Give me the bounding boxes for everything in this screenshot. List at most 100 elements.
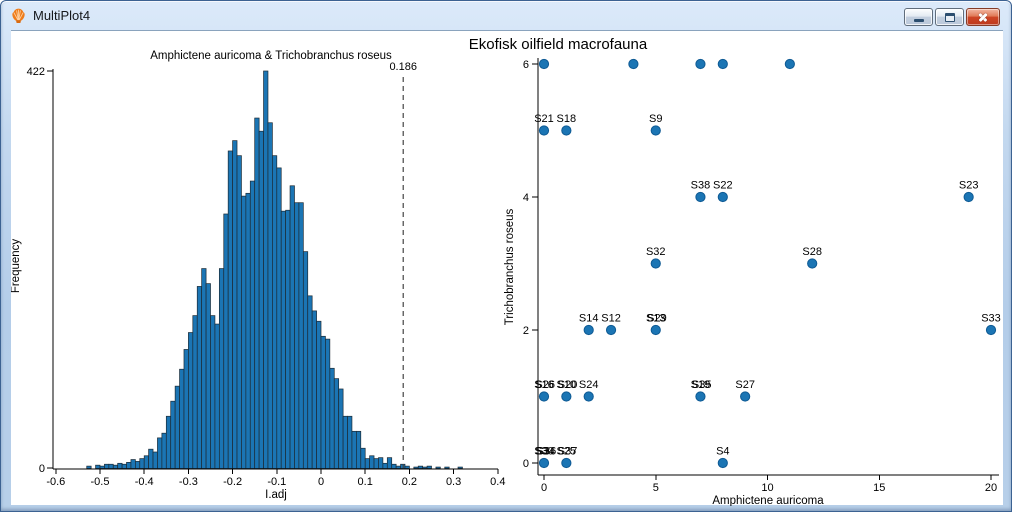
histogram-bar (285, 209, 291, 469)
histogram-bar (121, 463, 127, 469)
scatter-point (538, 58, 550, 70)
histogram-bar (214, 323, 220, 469)
plots-canvas: 0 422 -0.6 -0.5 -0.4 -0.3 -0.2 -0.1 0 0.1 0.2 0.3 0.… (10, 50, 1001, 507)
histogram-bar (311, 310, 317, 469)
histogram-bar (386, 457, 393, 469)
scatter-point (583, 324, 594, 336)
histogram-bar (117, 462, 123, 469)
scatter-point-label: S20 (558, 379, 578, 391)
histogram-bar (298, 202, 304, 469)
histogram-bar (126, 462, 132, 469)
scatter-point-label: S13 (646, 313, 666, 325)
x-tick-label: 0 (318, 476, 324, 488)
titlebar[interactable]: MultiPlot4 (1, 1, 1011, 30)
scatter-point (561, 457, 572, 469)
histogram-bar (152, 451, 158, 469)
histogram-bar (413, 466, 419, 469)
scatter-point (538, 457, 550, 469)
scatter-point-label: S38 (691, 180, 711, 192)
scatter-point (628, 58, 639, 70)
histogram-bar (351, 430, 357, 469)
scatter-point-label: S9 (649, 113, 662, 125)
histogram-bar (223, 213, 229, 469)
histogram-bar (373, 458, 379, 469)
maximize-icon (944, 12, 955, 22)
x-tick-label: 20 (985, 482, 997, 494)
scatter-point (717, 457, 728, 469)
scatter-point-label: S28 (802, 246, 822, 258)
close-icon (977, 12, 989, 22)
scatter-point (985, 324, 997, 336)
scallop-shell-icon[interactable] (10, 7, 27, 24)
dashed-line-label: 0.186 (389, 61, 417, 73)
scatter-point-label: S36 (537, 446, 557, 458)
histogram-bar (165, 415, 172, 469)
x-tick-label: -0.1 (267, 476, 286, 488)
scatter-point-label: S4 (716, 446, 729, 458)
histogram-bar (356, 430, 362, 469)
histogram-bar (347, 415, 353, 469)
scatter-point-label: S34 (535, 446, 555, 458)
scatter-point-label: S21 (534, 113, 554, 125)
histogram-bar (426, 465, 432, 469)
histogram-bar (249, 180, 256, 469)
histogram-bar (435, 466, 441, 469)
histogram-bar (183, 349, 189, 469)
histogram-plot: 0 422 -0.6 -0.5 -0.4 -0.3 -0.2 -0.1 0 0.1 0.2 0.3 0.… (10, 50, 505, 501)
scatter-point (695, 191, 706, 203)
plot-client-area: Ekofisk oilfield macrofauna 0 422 -0.6 -0.5… (10, 30, 1003, 507)
x-tick-label: 0.3 (446, 476, 461, 488)
histogram-bar (263, 70, 269, 469)
scatter-point-label: S30 (534, 446, 554, 458)
histogram-bar (325, 338, 331, 469)
minimize-button[interactable] (904, 8, 933, 26)
histogram-bar (179, 368, 185, 469)
y-tick-label: 6 (523, 59, 529, 71)
x-tick-label: -0.6 (46, 476, 65, 488)
histogram-bar (272, 155, 278, 469)
scatter-point (650, 258, 661, 269)
scatter-point-label: S10 (557, 379, 577, 391)
y-tick-label: 0 (39, 463, 45, 475)
histogram-bar (143, 455, 149, 469)
histogram-bar (196, 286, 203, 469)
y-tick-label: 0 (523, 458, 529, 470)
histogram-bar (360, 447, 366, 469)
maximize-button[interactable] (935, 8, 964, 26)
scatter-point (717, 58, 728, 70)
scatter-point (650, 324, 661, 336)
scatter-point-label: S25 (557, 446, 577, 458)
x-tick-label: 0.1 (358, 476, 373, 488)
x-tick-label: 10 (761, 482, 773, 494)
scatter-point (538, 125, 550, 136)
histogram-bar (236, 155, 242, 469)
x-axis-label: I.adj (265, 489, 287, 501)
histogram-bar (342, 415, 348, 469)
histogram-bar (422, 466, 428, 469)
histogram-bar (99, 465, 105, 469)
scatter-point (583, 391, 594, 402)
scatter-point-label: S35 (692, 379, 712, 391)
scatter-point (807, 258, 818, 269)
scatter-point-label: S22 (713, 180, 733, 192)
histogram-bar (135, 461, 141, 469)
histogram-bar (391, 463, 397, 469)
histogram-bar (241, 195, 247, 469)
scatter-point-label: S18 (557, 113, 577, 125)
scatter-point (784, 58, 795, 70)
scatter-point-label: S23 (959, 180, 979, 192)
close-button[interactable] (966, 8, 1000, 26)
x-axis-label: Amphictene auricoma (712, 495, 824, 506)
scatter-point-label: S24 (579, 379, 599, 391)
histogram-bar (192, 315, 198, 469)
scatter-point-label: S32 (646, 246, 666, 258)
histogram-bar (364, 458, 370, 469)
histogram-bar (404, 465, 410, 469)
x-tick-label: 0.4 (490, 476, 505, 488)
histogram-bar (161, 432, 167, 469)
histogram-bar (444, 466, 450, 469)
histogram-bar (302, 251, 309, 469)
y-tick-label: 4 (523, 192, 529, 204)
scatter-point-label: S26 (535, 379, 555, 391)
histogram-bar (395, 465, 401, 469)
